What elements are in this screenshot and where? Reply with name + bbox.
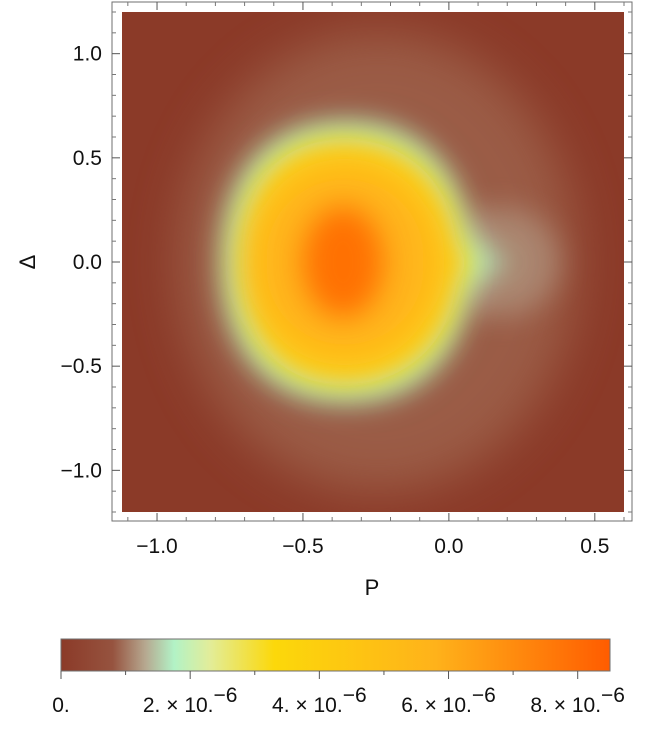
y-tick-label: −0.5 (61, 355, 102, 378)
colorbar-tick-label: 2. × 10.−6 (143, 684, 238, 717)
heatmap-peak (303, 207, 383, 317)
y-axis-ticks: 1.0 0.5 0.0 −0.5 −1.0 (61, 11, 632, 513)
heatmap-area (122, 12, 624, 512)
y-tick-label: 0.0 (73, 251, 102, 274)
y-tick-label: 1.0 (73, 43, 102, 66)
colorbar-tick-label: 8. × 10.−6 (530, 684, 625, 717)
colorbar-tick-label: 0. (52, 694, 70, 717)
x-tick-label: −1.0 (136, 535, 177, 558)
colorbar-tick-label: 6. × 10.−6 (401, 684, 496, 717)
x-axis-ticks: −1.0 −0.5 0.0 0.5 (127, 2, 625, 558)
colorbar (60, 638, 611, 672)
x-axis-title: P (365, 575, 380, 600)
y-tick-label: −1.0 (61, 459, 102, 482)
colorbar-ticks: 0. 2. × 10.−6 4. × 10.−6 6. × 10.−6 8. × 10.… (52, 671, 625, 717)
x-tick-label: −0.5 (282, 535, 323, 558)
y-tick-label: 0.5 (73, 147, 102, 170)
y-axis-title: Δ (15, 254, 40, 269)
colorbar-tick-label: 4. × 10.−6 (272, 684, 367, 717)
x-tick-label: 0.0 (434, 535, 463, 558)
x-tick-label: 0.5 (580, 535, 609, 558)
